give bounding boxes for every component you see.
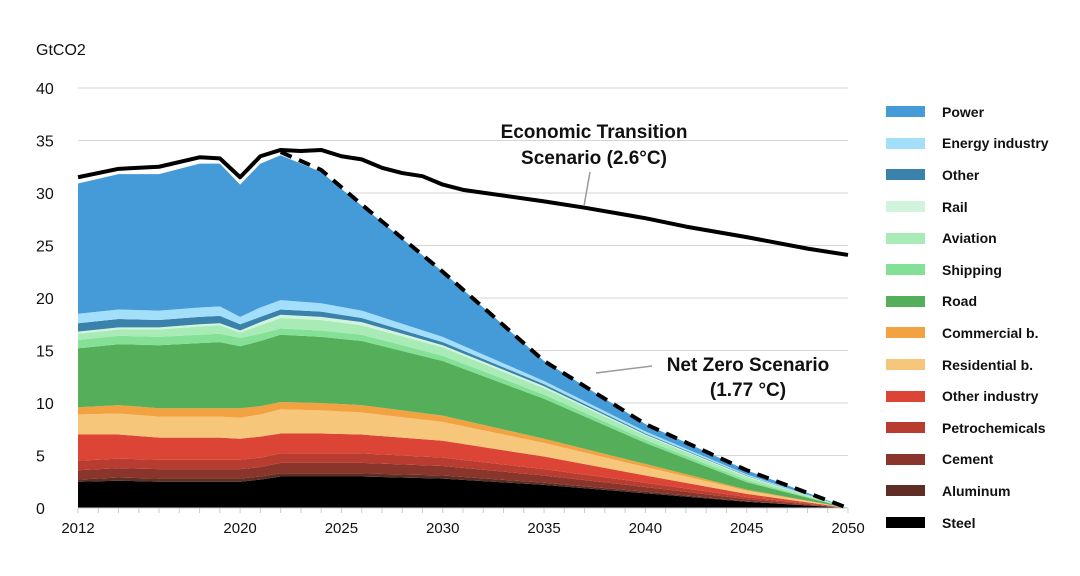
economic-transition-label-2: Scenario (2.6°C): [521, 148, 667, 169]
legend-label: Other industry: [942, 388, 1039, 405]
area-residential-b-: [78, 409, 848, 508]
x-tick-label: 2035: [527, 520, 560, 537]
legend-label: Other: [942, 166, 980, 183]
x-tick-label: 2020: [223, 520, 256, 537]
area-aviation: [78, 317, 848, 508]
legend-swatch: [886, 264, 925, 276]
legend-item: Rail: [886, 191, 1049, 223]
area-other-industry: [78, 433, 848, 508]
area-shipping: [78, 328, 848, 508]
legend-item: Road: [886, 286, 1049, 318]
legend-item: Commercial b.: [886, 317, 1049, 349]
y-tick-label: 20: [36, 291, 54, 308]
legend-item: Other: [886, 159, 1049, 191]
net-zero-leader: [595, 365, 653, 374]
legend-item: Power: [886, 96, 1049, 128]
legend-label: Road: [942, 293, 977, 310]
x-tick-label: 2045: [730, 520, 763, 537]
economic-transition-line: [77, 147, 849, 257]
economic-transition-label-1: Economic Transition: [501, 122, 688, 143]
legend-item: Petrochemicals: [886, 412, 1049, 444]
area-cement: [78, 462, 848, 508]
y-tick-label: 5: [36, 449, 45, 466]
legend-label: Steel: [942, 514, 976, 531]
legend-item: Other industry: [886, 380, 1049, 412]
y-tick-label: 25: [36, 239, 54, 256]
y-tick-label: 35: [36, 134, 54, 151]
legend-swatch: [886, 137, 925, 149]
legend-label: Residential b.: [942, 356, 1034, 373]
legend-label: Shipping: [942, 261, 1002, 278]
y-tick-label: 0: [36, 501, 45, 518]
legend-swatch: [886, 327, 925, 339]
legend-swatch: [886, 390, 925, 402]
legend-item: Shipping: [886, 254, 1049, 286]
legend-item: Steel: [886, 507, 1049, 539]
area-steel: [78, 476, 848, 508]
legend-swatch: [886, 359, 925, 371]
legend-label: Petrochemicals: [942, 419, 1046, 436]
x-tick-label: 2025: [325, 520, 358, 537]
stacked-areas: [78, 155, 848, 508]
legend-label: Energy industry: [942, 135, 1049, 152]
legend-item: Aluminum: [886, 475, 1049, 507]
legend-swatch: [886, 169, 925, 181]
legend-swatch: [886, 232, 925, 244]
area-power: [78, 155, 848, 508]
y-tick-label: 10: [36, 396, 54, 413]
legend-item: Aviation: [886, 222, 1049, 254]
legend-label: Rail: [942, 198, 968, 215]
scenario-lines: [77, 147, 849, 510]
legend-label: Cement: [942, 451, 994, 468]
legend-label: Aviation: [942, 230, 997, 247]
y-axis-label: GtCO2: [36, 42, 86, 59]
area-road: [78, 334, 848, 508]
legend-label: Power: [942, 103, 985, 120]
legend-swatch: [886, 517, 925, 529]
net-zero-label-1: Net Zero Scenario: [667, 355, 830, 376]
legend: Power Energy industry Other Rail Aviation Shi…: [886, 96, 1049, 538]
legend-swatch: [886, 295, 925, 307]
legend-item: Cement: [886, 444, 1049, 476]
y-tick-label: 40: [36, 81, 54, 98]
legend-swatch: [886, 485, 925, 497]
x-tick-label: 2012: [61, 520, 94, 537]
x-tick-label: 2040: [629, 520, 662, 537]
legend-swatch: [886, 201, 925, 213]
economic-transition-leader: [583, 171, 591, 207]
legend-swatch: [886, 106, 925, 118]
x-tick-label: 2030: [426, 520, 459, 537]
legend-label: Commercial b.: [942, 324, 1039, 341]
legend-label: Aluminum: [942, 482, 1011, 499]
legend-swatch: [886, 453, 925, 465]
area-commercial-b-: [78, 401, 848, 508]
area-petrochemicals: [78, 453, 848, 508]
legend-item: Residential b.: [886, 349, 1049, 381]
y-tick-label: 30: [36, 186, 54, 203]
legend-swatch: [886, 422, 925, 434]
legend-item: Energy industry: [886, 128, 1049, 160]
net-zero-line: [279, 150, 849, 510]
x-tick-label: 2050: [831, 520, 864, 537]
net-zero-label-2: (1.77 °C): [710, 380, 786, 401]
y-tick-label: 15: [36, 344, 54, 361]
